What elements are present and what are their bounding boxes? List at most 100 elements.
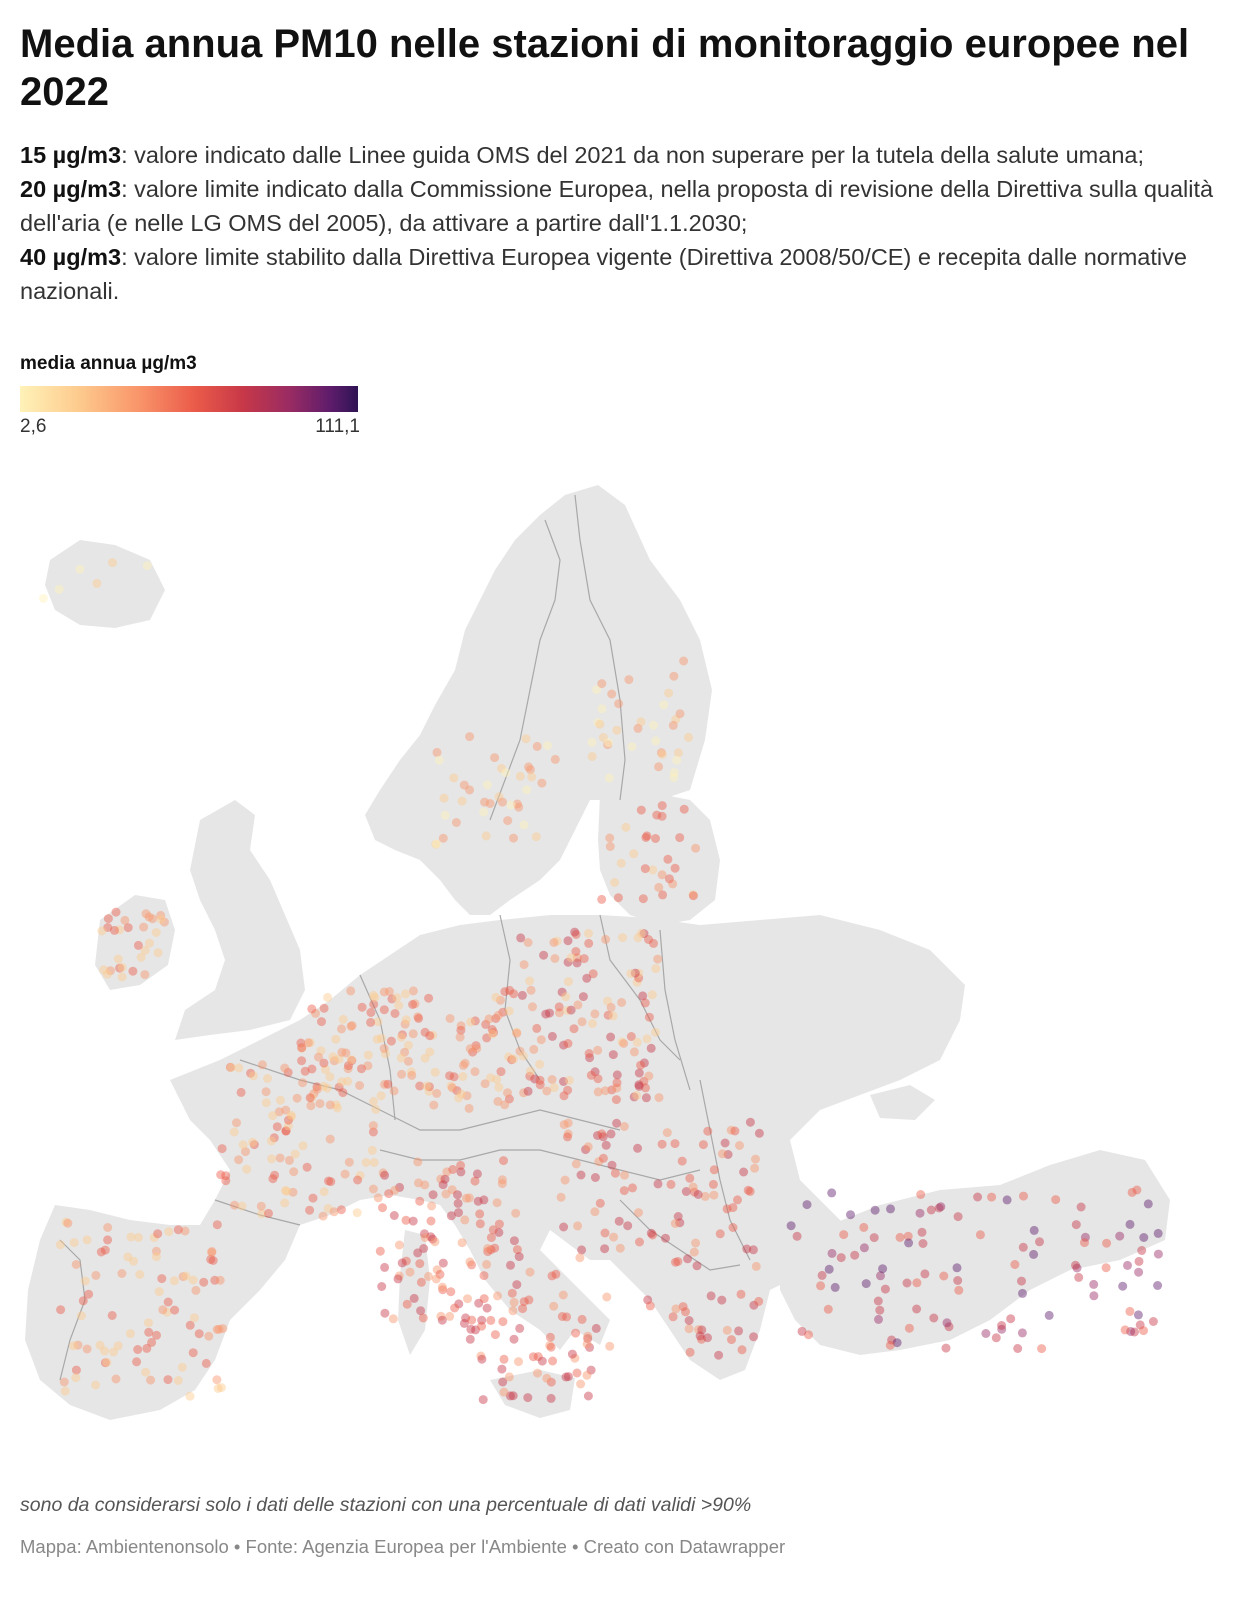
station-marker xyxy=(697,1325,707,1335)
station-marker xyxy=(634,1080,644,1090)
station-marker xyxy=(163,1297,173,1307)
station-marker xyxy=(590,1173,600,1182)
station-marker xyxy=(802,1200,812,1210)
crimea-land xyxy=(870,1085,935,1120)
station-marker xyxy=(319,1058,329,1068)
station-marker xyxy=(878,1264,888,1274)
station-marker xyxy=(230,1200,239,1210)
station-marker xyxy=(669,768,679,777)
station-marker xyxy=(603,1010,613,1020)
station-marker xyxy=(438,1258,448,1268)
station-marker xyxy=(632,977,642,987)
station-marker xyxy=(598,733,608,742)
station-marker xyxy=(708,1179,718,1189)
station-marker xyxy=(546,1342,556,1352)
station-marker xyxy=(531,832,541,842)
station-marker xyxy=(846,1210,855,1220)
station-marker xyxy=(106,966,115,976)
station-marker xyxy=(414,1013,424,1023)
station-marker xyxy=(465,1334,475,1344)
station-marker xyxy=(133,940,143,950)
station-marker xyxy=(512,799,522,809)
station-marker xyxy=(456,1089,466,1099)
station-marker xyxy=(424,993,434,1003)
station-marker xyxy=(537,778,547,788)
station-marker xyxy=(401,1215,411,1225)
station-marker xyxy=(522,785,532,795)
station-marker xyxy=(408,1000,418,1009)
station-marker xyxy=(420,1233,430,1242)
station-marker xyxy=(494,792,504,802)
station-marker xyxy=(476,1351,486,1361)
station-marker xyxy=(491,992,501,1002)
station-marker xyxy=(886,1204,895,1214)
station-marker xyxy=(387,994,397,1004)
station-marker xyxy=(141,909,151,919)
station-marker xyxy=(388,1314,398,1324)
station-marker xyxy=(402,1299,412,1309)
station-marker xyxy=(677,1156,687,1166)
station-marker xyxy=(492,1198,502,1208)
station-marker xyxy=(1143,1199,1153,1209)
station-marker xyxy=(594,1157,604,1167)
station-marker xyxy=(305,1093,315,1103)
station-marker xyxy=(136,952,146,962)
station-marker xyxy=(309,1089,319,1099)
station-marker xyxy=(612,1070,622,1080)
station-marker xyxy=(605,833,615,843)
threshold-text: : valore limite indicato dalla Commissio… xyxy=(20,176,1214,236)
station-marker xyxy=(736,1289,746,1299)
station-marker xyxy=(597,704,607,714)
station-marker xyxy=(672,755,682,765)
station-marker xyxy=(588,969,598,979)
station-marker xyxy=(598,1132,608,1142)
station-marker xyxy=(703,1333,712,1343)
station-marker xyxy=(212,1325,222,1334)
station-marker xyxy=(954,1285,964,1295)
station-marker xyxy=(373,1017,383,1027)
station-marker xyxy=(981,1329,991,1338)
station-marker xyxy=(396,1032,406,1042)
station-marker xyxy=(582,1370,592,1380)
station-marker xyxy=(681,1307,690,1317)
station-marker xyxy=(319,1003,329,1013)
station-marker xyxy=(103,914,113,924)
station-marker xyxy=(401,1015,411,1025)
station-marker xyxy=(584,1049,594,1058)
land-layer xyxy=(25,485,1170,1420)
station-marker xyxy=(583,1391,593,1401)
station-marker xyxy=(626,969,636,979)
station-marker xyxy=(647,990,657,1000)
station-marker xyxy=(643,1295,653,1305)
station-marker xyxy=(82,1344,92,1354)
station-marker xyxy=(379,1005,389,1015)
station-marker xyxy=(743,1185,753,1195)
station-marker xyxy=(903,1231,913,1241)
station-marker xyxy=(477,1354,487,1364)
station-marker xyxy=(509,989,519,999)
station-marker xyxy=(614,1216,624,1226)
station-marker xyxy=(572,958,582,968)
station-marker xyxy=(547,1031,557,1041)
station-marker xyxy=(661,1233,670,1243)
station-marker xyxy=(383,1079,393,1089)
station-marker xyxy=(201,1358,211,1368)
station-marker xyxy=(648,865,658,875)
station-marker xyxy=(678,1302,688,1312)
station-marker xyxy=(282,1186,292,1196)
station-marker xyxy=(570,927,580,937)
border-layer xyxy=(59,494,751,1381)
station-marker xyxy=(720,1138,730,1148)
station-marker xyxy=(369,999,379,1009)
station-marker xyxy=(216,1170,226,1180)
station-marker xyxy=(515,771,525,781)
station-marker xyxy=(586,1070,596,1080)
station-marker xyxy=(394,1240,404,1250)
station-marker xyxy=(500,1100,510,1110)
station-marker xyxy=(242,1164,252,1174)
station-marker xyxy=(1051,1195,1061,1205)
station-marker xyxy=(257,1209,267,1219)
station-marker xyxy=(679,804,689,814)
station-marker xyxy=(225,1062,235,1072)
station-marker xyxy=(466,1324,476,1334)
